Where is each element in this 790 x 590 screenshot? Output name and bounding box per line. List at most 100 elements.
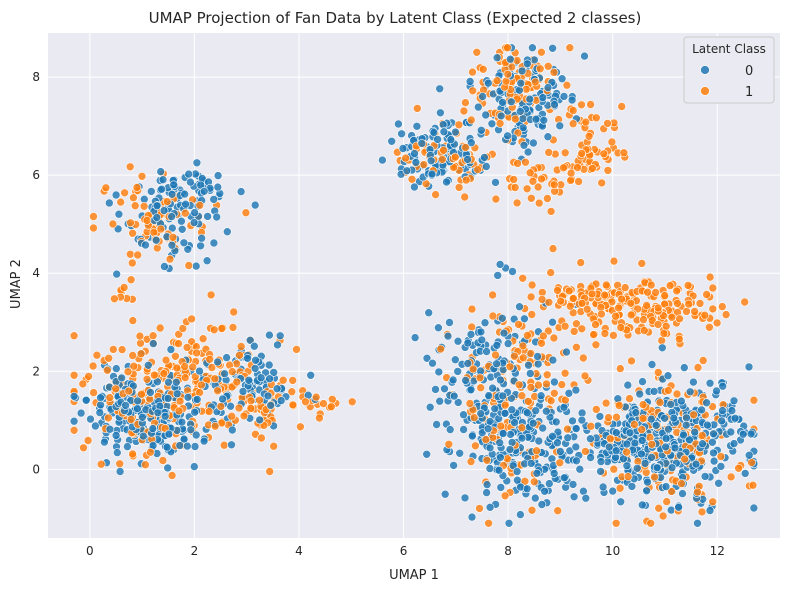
data-point-class-0 [76, 408, 86, 418]
data-point-class-1 [561, 395, 570, 405]
data-point-class-1 [136, 349, 146, 359]
data-point-class-1 [148, 331, 158, 341]
data-point-class-0 [531, 114, 541, 124]
data-point-class-0 [749, 503, 759, 513]
y-tick-label: 4 [32, 266, 40, 280]
data-point-class-1 [468, 86, 478, 96]
data-point-class-0 [647, 453, 656, 462]
data-point-class-0 [564, 388, 574, 398]
data-point-class-0 [738, 429, 748, 439]
data-point-class-1 [563, 424, 572, 434]
data-point-class-1 [654, 503, 664, 513]
data-point-class-0 [718, 406, 727, 415]
data-point-class-0 [498, 98, 507, 107]
data-point-class-1 [532, 446, 541, 456]
data-point-class-0 [427, 169, 437, 179]
data-point-class-1 [450, 152, 460, 162]
data-point-class-0 [139, 431, 148, 441]
data-point-class-1 [431, 190, 440, 199]
data-point-class-1 [111, 384, 120, 394]
data-point-class-1 [255, 395, 264, 405]
data-point-class-0 [581, 493, 591, 503]
data-point-class-1 [674, 334, 684, 344]
data-point-class-0 [115, 467, 125, 476]
data-point-class-1 [581, 117, 591, 127]
data-point-class-1 [626, 310, 636, 320]
data-point-class-1 [549, 68, 559, 77]
data-point-class-0 [263, 391, 273, 401]
data-point-class-1 [180, 373, 190, 382]
data-point-class-1 [603, 119, 612, 128]
data-point-class-1 [165, 254, 175, 264]
data-point-class-0 [524, 360, 533, 370]
data-point-class-0 [463, 155, 472, 164]
data-point-class-0 [487, 119, 497, 129]
data-point-class-0 [438, 120, 448, 129]
data-point-class-1 [466, 115, 476, 125]
data-point-class-0 [144, 360, 153, 370]
data-point-class-1 [615, 364, 625, 373]
data-point-class-0 [172, 389, 182, 399]
data-point-class-1 [327, 394, 337, 404]
data-point-class-0 [433, 135, 442, 144]
data-point-class-0 [571, 385, 581, 395]
data-point-class-0 [402, 166, 412, 176]
data-point-class-1 [584, 132, 594, 141]
data-point-class-0 [616, 497, 626, 507]
data-point-class-0 [463, 359, 473, 368]
data-point-class-1 [174, 406, 184, 416]
data-point-class-0 [518, 123, 528, 133]
data-point-class-1 [88, 361, 98, 371]
data-point-class-0 [595, 412, 605, 421]
data-point-class-1 [460, 192, 470, 202]
data-point-class-1 [565, 301, 575, 311]
data-point-class-1 [125, 162, 135, 172]
data-point-class-1 [288, 400, 298, 410]
data-point-class-0 [623, 380, 633, 390]
data-point-class-0 [569, 492, 579, 502]
data-point-class-1 [523, 397, 533, 406]
data-point-class-1 [126, 415, 136, 424]
data-point-class-0 [112, 269, 121, 279]
data-point-class-1 [637, 425, 647, 434]
data-point-class-0 [202, 256, 212, 266]
data-point-class-0 [431, 385, 440, 394]
data-point-class-1 [698, 356, 708, 365]
data-point-class-1 [568, 106, 578, 115]
data-point-class-0 [661, 434, 671, 443]
data-point-class-1 [619, 148, 629, 157]
data-point-class-0 [529, 138, 538, 148]
data-point-class-1 [468, 364, 478, 374]
data-point-class-1 [748, 480, 758, 490]
data-point-class-1 [488, 290, 497, 300]
data-point-class-1 [197, 380, 206, 390]
data-point-class-1 [560, 368, 570, 378]
data-point-class-1 [639, 326, 649, 335]
data-point-class-0 [449, 461, 458, 470]
data-point-class-1 [622, 447, 631, 457]
data-point-class-0 [146, 388, 155, 397]
data-point-class-1 [708, 402, 717, 411]
data-point-class-0 [463, 338, 473, 348]
data-point-class-0 [117, 373, 126, 383]
data-point-class-0 [503, 131, 512, 141]
data-point-class-0 [727, 406, 737, 415]
data-point-class-1 [509, 175, 519, 184]
data-point-class-1 [653, 320, 663, 329]
data-point-class-0 [565, 446, 575, 456]
data-point-class-1 [672, 389, 682, 399]
data-point-class-1 [611, 518, 621, 528]
data-point-class-1 [597, 309, 606, 319]
data-point-class-0 [186, 177, 195, 187]
data-point-class-0 [481, 110, 491, 120]
data-point-class-0 [544, 479, 554, 488]
legend-title: Latent Class [692, 42, 766, 56]
legend: Latent Class 0 1 [683, 36, 775, 104]
data-point-class-1 [517, 391, 527, 401]
data-point-class-0 [608, 486, 618, 496]
data-point-class-1 [292, 345, 301, 354]
data-point-class-1 [219, 440, 229, 450]
data-point-class-0 [746, 429, 756, 439]
data-point-class-0 [162, 442, 172, 452]
data-point-class-1 [611, 311, 620, 321]
